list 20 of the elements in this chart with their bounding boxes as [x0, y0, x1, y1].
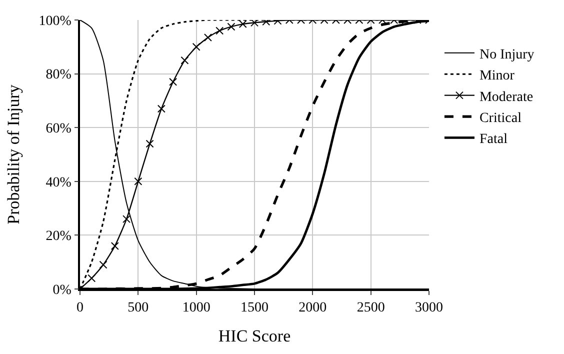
x-tick-label: 3000	[415, 300, 443, 316]
y-tick-label: 60%	[46, 122, 72, 136]
x-tick-label: 1500	[240, 300, 268, 316]
x-tick-label: 2000	[298, 300, 327, 316]
y-tick-label: 100%	[38, 14, 72, 29]
legend-label: Fatal	[479, 132, 508, 148]
legend-label: Minor	[479, 68, 515, 84]
y-tick-label: 80%	[46, 68, 72, 83]
y-tick-label: 40%	[46, 175, 72, 190]
x-tick-label: 1000	[182, 300, 210, 316]
x-tick-label: 2500	[356, 300, 385, 316]
x-tick-label: 0	[76, 300, 84, 316]
y-tick-label: 0%	[52, 282, 72, 298]
legend-label: No Injury	[479, 47, 534, 62]
y-tick-label: 20%	[46, 229, 72, 244]
x-tick-label: 500	[128, 300, 149, 316]
legend-label: Moderate	[479, 90, 534, 105]
x-axis-title: HIC Score	[218, 326, 291, 346]
y-axis-title: Probability of Injury	[4, 84, 23, 224]
legend-label: Critical	[479, 110, 522, 126]
